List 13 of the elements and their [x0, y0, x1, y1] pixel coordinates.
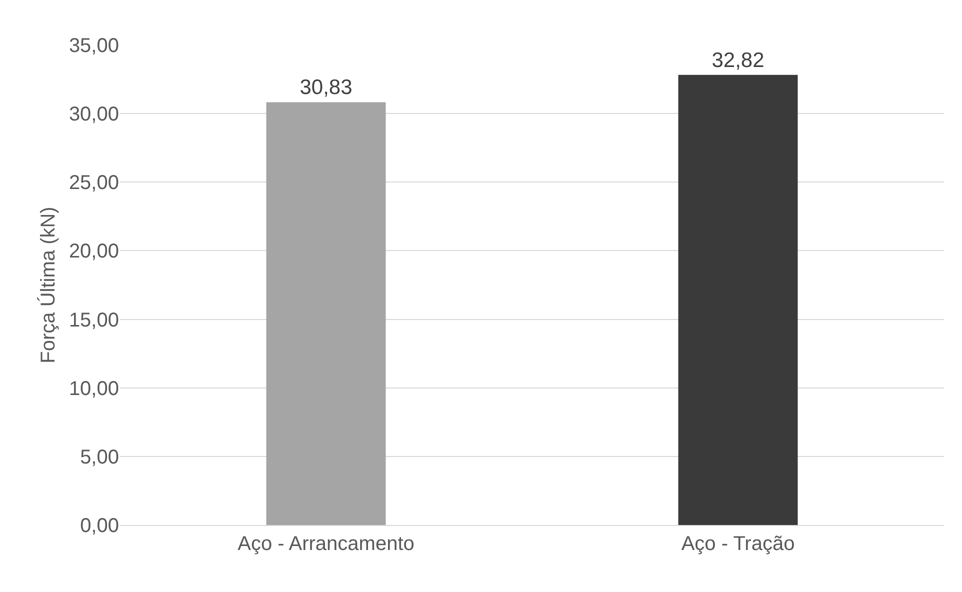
y-axis-title: Força Última (kN): [36, 206, 60, 364]
y-tick-label: 25,00: [68, 172, 119, 194]
y-tick-label: 0,00: [80, 515, 119, 537]
x-tick-label: Aço - Tração: [681, 533, 795, 555]
y-tick-label: 20,00: [68, 240, 119, 263]
y-tick-label: 5,00: [80, 446, 119, 468]
x-tick-label: Aço - Arrancamento: [238, 533, 414, 555]
y-tick-label: 10,00: [68, 378, 119, 400]
y-tick-label: 15,00: [68, 309, 119, 332]
y-tick-label: 30,00: [68, 104, 119, 126]
y-tick-label: 35,00: [68, 35, 119, 57]
data-label: 30,83: [300, 76, 352, 100]
data-label: 32,82: [712, 48, 764, 72]
